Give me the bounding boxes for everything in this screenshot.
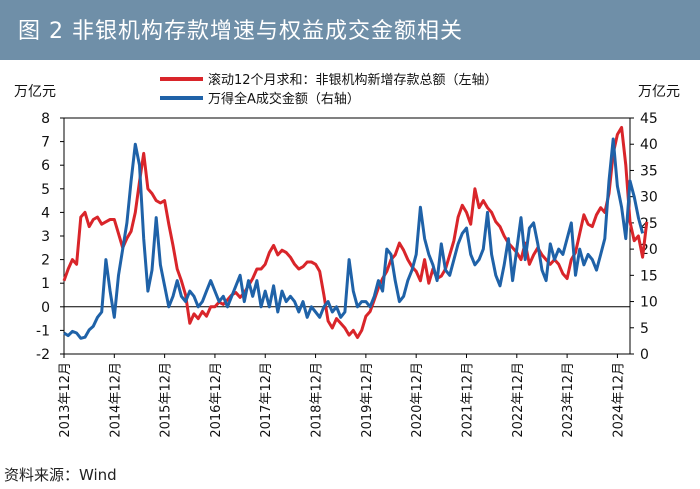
y-left-tick-label: 1 <box>41 276 50 292</box>
y-right-tick-label: 35 <box>640 163 658 179</box>
x-tick-label: 2021年12月 <box>460 362 475 438</box>
chart-title: 图 2 非银机构存款增速与权益成交金额相关 <box>18 19 463 44</box>
x-tick-label: 2022年12月 <box>511 362 526 438</box>
x-tick-label: 2013年12月 <box>58 362 73 438</box>
x-tick-label: 2016年12月 <box>209 362 224 438</box>
y-left-tick-label: 8 <box>41 111 50 127</box>
y-right-tick-label: 45 <box>640 111 658 127</box>
y-left-tick-label: 0 <box>41 300 50 316</box>
legend-label-a-share-turnover: 万得全A成交金额（右轴） <box>208 91 360 107</box>
x-tick-label: 2019年12月 <box>360 362 375 438</box>
x-tick-label: 2024年12月 <box>611 362 626 438</box>
source-note: 资料来源：Wind <box>4 466 117 484</box>
plot-frame <box>63 117 631 355</box>
series-line-nonbank-deposits <box>62 125 649 339</box>
y-right-tick-label: 25 <box>640 216 658 232</box>
x-tick-label: 2018年12月 <box>310 362 325 438</box>
y-left-tick-label: 7 <box>41 135 50 151</box>
y-left-tick-label: 2 <box>41 253 50 269</box>
legend: 滚动12个月求和：非银机构新增存款总额（左轴） 万得全A成交金额（右轴） <box>160 72 498 107</box>
x-tick-label: 2015年12月 <box>159 362 174 438</box>
y-left-tick-label: 3 <box>41 229 50 245</box>
y-left-tick-label: 5 <box>41 182 50 198</box>
y-right-tick-label: 0 <box>640 347 649 363</box>
y-left-unit: 万亿元 <box>14 84 56 100</box>
y-right-unit: 万亿元 <box>638 84 680 100</box>
y-left-tick-label: 6 <box>41 158 50 174</box>
y-right-tick-label: 15 <box>640 268 658 284</box>
x-tick-label: 2014年12月 <box>108 362 123 438</box>
x-tick-label: 2023年12月 <box>561 362 576 438</box>
y-left-tick-label: -2 <box>36 347 50 363</box>
y-right-tick-label: 30 <box>640 190 658 206</box>
y-left-tick-label: -1 <box>36 323 50 339</box>
title-banner: 图 2 非银机构存款增速与权益成交金额相关 <box>0 0 700 60</box>
y-right-tick-label: 10 <box>640 295 658 311</box>
x-tick-label: 2017年12月 <box>259 362 274 438</box>
y-left-tick-label: 4 <box>41 205 50 221</box>
x-tick-label: 2020年12月 <box>410 362 425 438</box>
legend-label-nonbank-deposits: 滚动12个月求和：非银机构新增存款总额（左轴） <box>208 72 498 88</box>
y-right-tick-label: 5 <box>640 321 649 337</box>
y-right-tick-label: 40 <box>640 137 658 153</box>
series-line-a-share-turnover <box>63 137 645 340</box>
